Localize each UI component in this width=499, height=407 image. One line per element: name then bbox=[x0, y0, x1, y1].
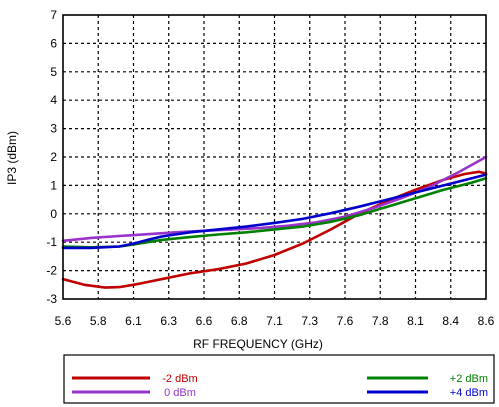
x-tick-label: 7.6 bbox=[337, 314, 354, 328]
y-tick-label: 7 bbox=[50, 8, 57, 22]
x-tick-label: 7.3 bbox=[301, 314, 318, 328]
y-tick-label: -2 bbox=[46, 264, 57, 278]
y-tick-label: 3 bbox=[50, 122, 57, 136]
x-axis-label: RF FREQUENCY (GHz) bbox=[193, 337, 323, 351]
plot-frame bbox=[62, 14, 487, 300]
y-tick-label: 5 bbox=[50, 65, 57, 79]
y-tick-label: 0 bbox=[50, 207, 57, 221]
x-tick-label: 6.3 bbox=[160, 314, 177, 328]
x-tick-label: 6.1 bbox=[125, 314, 142, 328]
grid bbox=[63, 15, 486, 299]
y-tick-label: 1 bbox=[50, 178, 57, 192]
legend-label: +2 dBm bbox=[450, 373, 488, 385]
x-tick-label: 7.1 bbox=[266, 314, 283, 328]
x-tick-label: 6.8 bbox=[231, 314, 248, 328]
y-tick-label: 2 bbox=[50, 150, 57, 164]
x-tick-label: 5.8 bbox=[90, 314, 107, 328]
legend-label: -2 dBm bbox=[162, 373, 197, 385]
y-tick-label: -3 bbox=[46, 292, 57, 306]
tick-labels: 5.6 5.8 6.1 6.3 6.6 6.8 7.1 7.3 7.6 7.8 8.1 8.4 8.6 7… bbox=[46, 8, 494, 328]
series-line-3 bbox=[61, 173, 488, 250]
legend-label: 0 dBm bbox=[164, 387, 196, 399]
y-axis-label: IP3 (dBm) bbox=[5, 131, 19, 185]
y-tick-label: 6 bbox=[50, 36, 57, 50]
legend: -2 dBm 0 dBm +2 dBm +4 dBm bbox=[72, 373, 488, 399]
y-tick-label: -1 bbox=[46, 235, 57, 249]
y-tick-label: 4 bbox=[50, 93, 57, 107]
x-tick-label: 6.6 bbox=[196, 314, 213, 328]
legend-label: +4 dBm bbox=[450, 387, 488, 399]
series-lines bbox=[61, 155, 488, 289]
x-tick-label: 5.6 bbox=[55, 314, 72, 328]
x-tick-label: 8.6 bbox=[478, 314, 495, 328]
x-tick-label: 8.1 bbox=[407, 314, 424, 328]
x-tick-label: 8.4 bbox=[442, 314, 459, 328]
x-tick-label: 7.8 bbox=[372, 314, 389, 328]
